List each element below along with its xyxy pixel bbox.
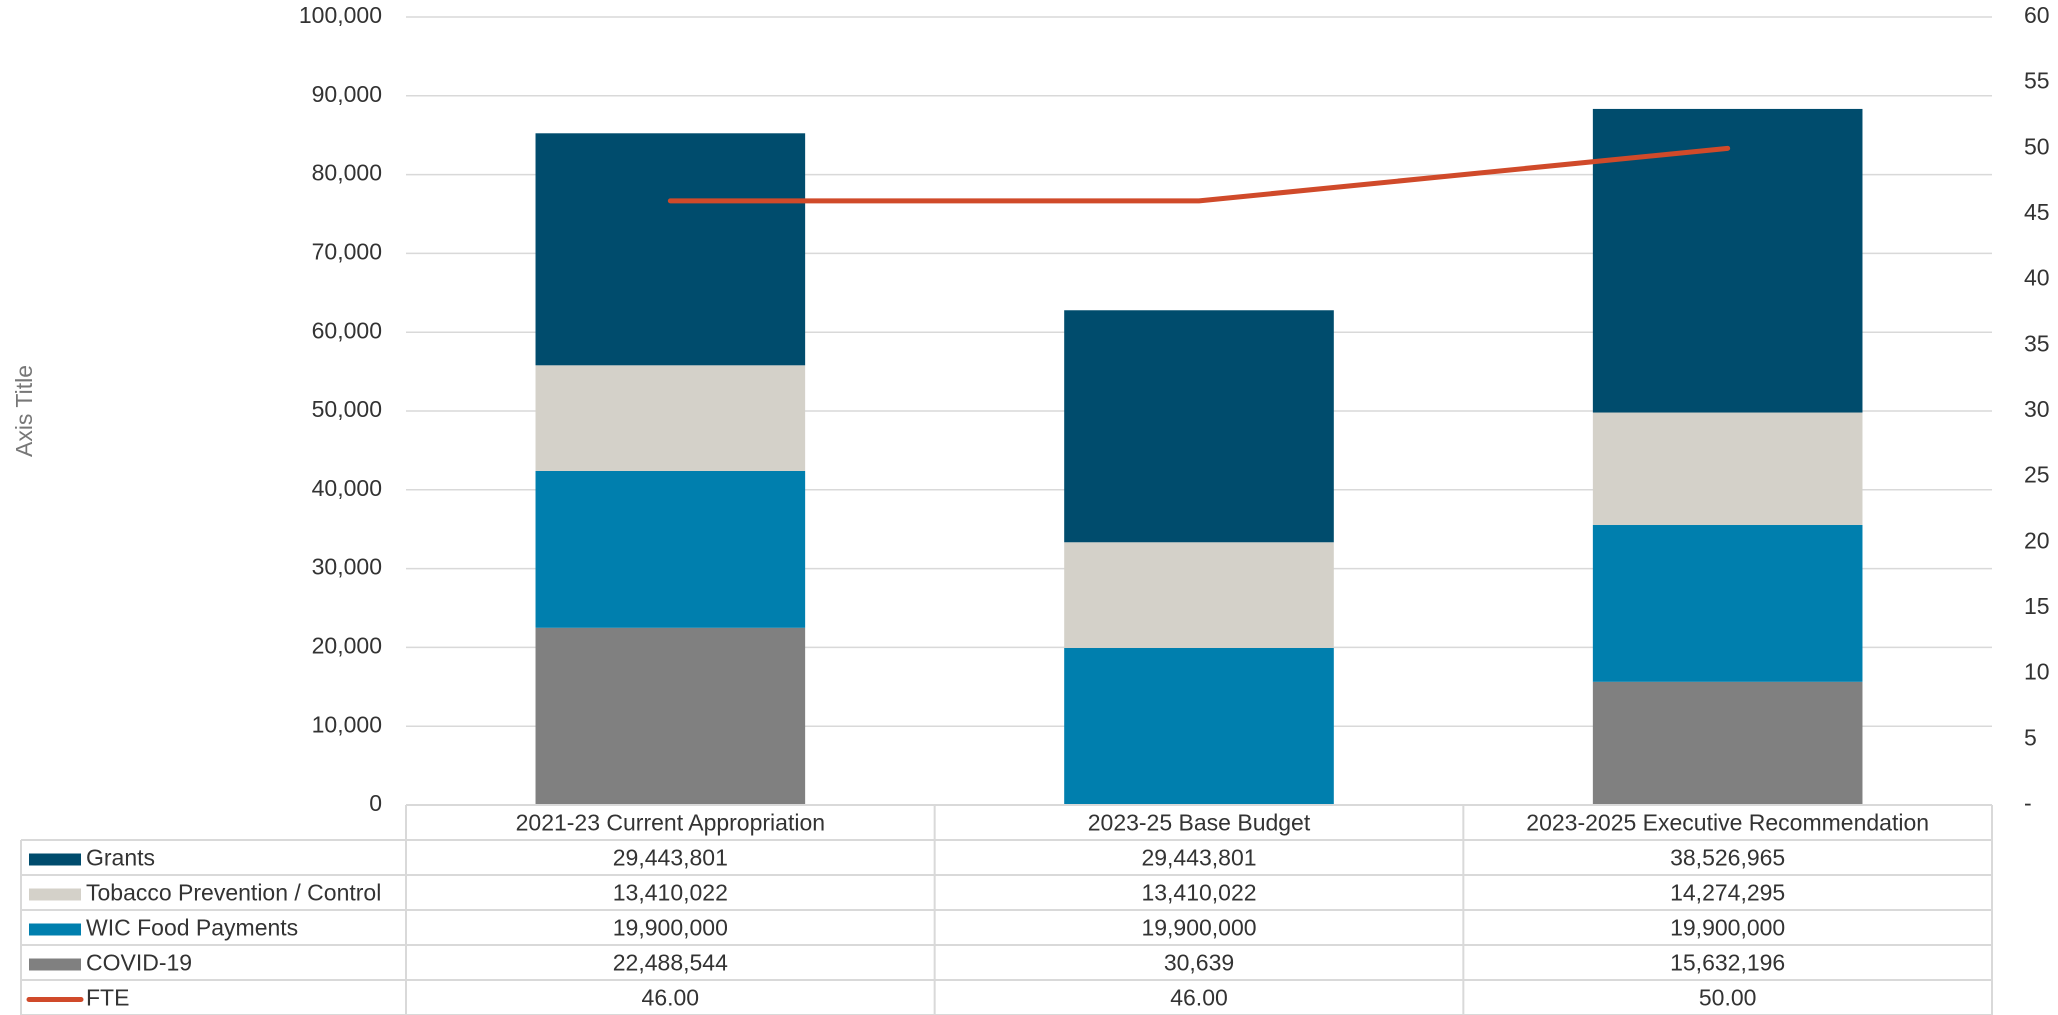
bar-segment [535, 627, 806, 805]
bar-segment [1592, 108, 1863, 413]
table-value: 29,443,801 [613, 845, 728, 871]
bar-segment [1064, 647, 1334, 805]
x-tick-label: 2023-2025 Executive Recommendation [1526, 810, 1929, 836]
table-value: 46.00 [642, 985, 700, 1011]
bar-segment [1592, 412, 1863, 526]
table-value: 46.00 [1170, 985, 1228, 1011]
legend-label: Grants [86, 845, 155, 871]
table-value: 50.00 [1699, 985, 1757, 1011]
bar-segment [1592, 681, 1863, 805]
legend-key [29, 888, 81, 901]
line-series [667, 145, 1731, 204]
legend-label: WIC Food Payments [86, 915, 298, 941]
legend-key [29, 958, 81, 971]
y2-tick-label: 25 [2024, 462, 2050, 488]
legend-label: Tobacco Prevention / Control [86, 880, 381, 906]
y-tick-label: 70,000 [312, 238, 382, 264]
y2-tick-label: 60 [2024, 2, 2050, 28]
table-value: 14,274,295 [1670, 880, 1785, 906]
table-value: 19,900,000 [1670, 915, 1785, 941]
legend-label: FTE [86, 985, 129, 1011]
y-tick-label: 80,000 [312, 160, 382, 186]
table-value: 19,900,000 [1141, 915, 1256, 941]
y2-tick-label: 30 [2024, 396, 2050, 422]
legend-key [29, 853, 81, 866]
x-tick-label: 2023-25 Base Budget [1088, 810, 1311, 836]
y2-tick-label: 40 [2024, 265, 2050, 291]
y2-tick-label: 55 [2024, 68, 2050, 94]
table-value: 38,526,965 [1670, 845, 1785, 871]
table-value: 13,410,022 [1141, 880, 1256, 906]
y2-tick-label: 50 [2024, 133, 2050, 159]
y-tick-label: 40,000 [312, 475, 382, 501]
y-tick-label: 10,000 [312, 711, 382, 737]
x-tick-label: 2021-23 Current Appropriation [516, 810, 825, 836]
legend-label: COVID-19 [86, 950, 192, 976]
y2-tick-label: 35 [2024, 330, 2050, 356]
legend-key [29, 923, 81, 936]
bar-segment [535, 470, 806, 628]
y2-tick-label: 10 [2024, 659, 2050, 685]
y2-tick-label: 15 [2024, 593, 2050, 619]
table-value: 19,900,000 [613, 915, 728, 941]
y-tick-label: 50,000 [312, 396, 382, 422]
y-tick-label: 0 [369, 790, 382, 816]
y-tick-label: 90,000 [312, 81, 382, 107]
y-tick-label: 30,000 [312, 554, 382, 580]
bar-segment [535, 133, 806, 366]
y2-tick-label: - [2024, 790, 2032, 816]
table-value: 15,632,196 [1670, 950, 1785, 976]
y-tick-label: 100,000 [299, 2, 382, 28]
y-axis-title: Axis Title [11, 365, 37, 457]
y-tick-label: 60,000 [312, 317, 382, 343]
y-tick-label: 20,000 [312, 632, 382, 658]
table-value: 13,410,022 [613, 880, 728, 906]
bar-segment [1064, 542, 1334, 648]
table-value: 29,443,801 [1141, 845, 1256, 871]
bar-segment [535, 365, 806, 471]
y2-tick-label: 5 [2024, 724, 2037, 750]
y2-tick-label: 45 [2024, 199, 2050, 225]
bar-segment [1592, 525, 1863, 682]
y2-tick-label: 20 [2024, 527, 2050, 553]
table-value: 30,639 [1164, 950, 1234, 976]
bar-segment [1064, 310, 1334, 543]
table-value: 22,488,544 [613, 950, 728, 976]
